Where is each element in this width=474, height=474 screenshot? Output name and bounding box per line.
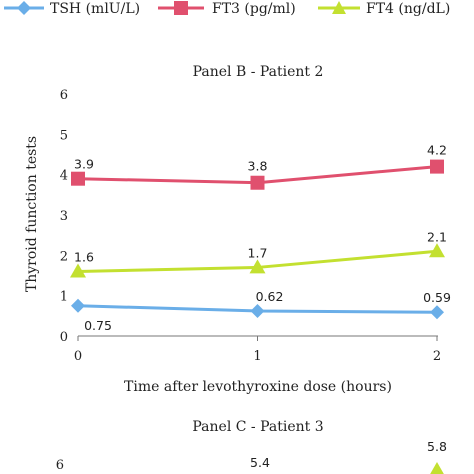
panel-c-y-tick-6: 6 [56, 458, 64, 473]
legend-tsh-label: TSH (mlU/L) [50, 1, 140, 17]
legend-item-ft4: FT4 (ng/dL) [318, 1, 450, 17]
panel-b-x-axis-label: Time after levothyroxine dose (hours) [124, 379, 392, 395]
panel-c-label-5-4: 5.4 [250, 455, 270, 470]
panel-b-y-tick-0: 0 [60, 330, 68, 345]
panel-b-y-tick-2: 2 [60, 249, 68, 264]
legend-ft3-marker-icon [174, 1, 188, 15]
panel-b-ft3-label-2: 4.2 [427, 143, 447, 158]
panel-b-ft3-label-0: 3.9 [74, 157, 94, 172]
legend-item-ft3: FT3 (pg/ml) [158, 1, 296, 17]
panel-b-y-tick-6: 6 [60, 88, 68, 103]
panel-b-y-tick-1: 1 [60, 290, 68, 305]
legend-ft3-label: FT3 (pg/ml) [212, 1, 296, 17]
legend-tsh-marker-icon [17, 1, 31, 15]
legend: TSH (mlU/L) FT3 (pg/ml) FT4 (ng/dL) [4, 1, 450, 17]
panel-c-title: Panel C - Patient 3 [192, 419, 323, 435]
panel-b-y-tick-3: 3 [60, 209, 68, 224]
panel-b-tsh-point-0 [71, 298, 85, 313]
panel-b: Panel B - Patient 2 0 1 2 3 4 5 6 0 1 2 0.75 0.62… [24, 64, 451, 395]
panel-b-y-axis-label: Thyroid function tests [24, 136, 40, 292]
panel-b-ft4-point-1 [249, 259, 266, 274]
panel-b-ft4-label-1: 1.7 [248, 245, 268, 260]
panel-b-ft3-label-1: 3.8 [248, 159, 268, 174]
panel-b-x-tick-0: 0 [74, 349, 82, 364]
panel-b-ft3-point-2 [430, 159, 444, 174]
panel-c: Panel C - Patient 3 6 5.4 5.8 [56, 419, 447, 474]
legend-ft4-label: FT4 (ng/dL) [366, 1, 450, 17]
panel-b-ft3-point-0 [71, 171, 85, 186]
panel-b-y-tick-4: 4 [60, 169, 68, 184]
panel-b-tsh-label-0: 0.75 [84, 318, 112, 333]
panel-b-tsh-point-1 [250, 303, 265, 318]
panel-b-tsh-label-1: 0.62 [256, 289, 284, 304]
panel-b-ft4-point-0 [70, 263, 86, 278]
panel-b-x-tick-2: 2 [433, 349, 441, 364]
panel-c-ft4-marker-icon [430, 462, 444, 474]
legend-item-tsh: TSH (mlU/L) [4, 1, 140, 17]
panel-b-tsh-label-2: 0.59 [423, 290, 451, 305]
panel-b-title: Panel B - Patient 2 [193, 64, 324, 80]
panel-b-ft4-label-0: 1.6 [74, 249, 94, 264]
panel-b-ft4-point-2 [429, 243, 445, 258]
legend-ft4-marker-icon [332, 1, 346, 14]
panel-b-y-tick-5: 5 [60, 128, 68, 143]
panel-b-ft4-label-2: 2.1 [427, 229, 447, 244]
panel-b-ft3-point-1 [250, 175, 265, 190]
panel-b-x-tick-1: 1 [253, 349, 261, 364]
panel-b-tsh-point-2 [430, 305, 444, 320]
panel-c-label-5-8: 5.8 [427, 439, 447, 454]
